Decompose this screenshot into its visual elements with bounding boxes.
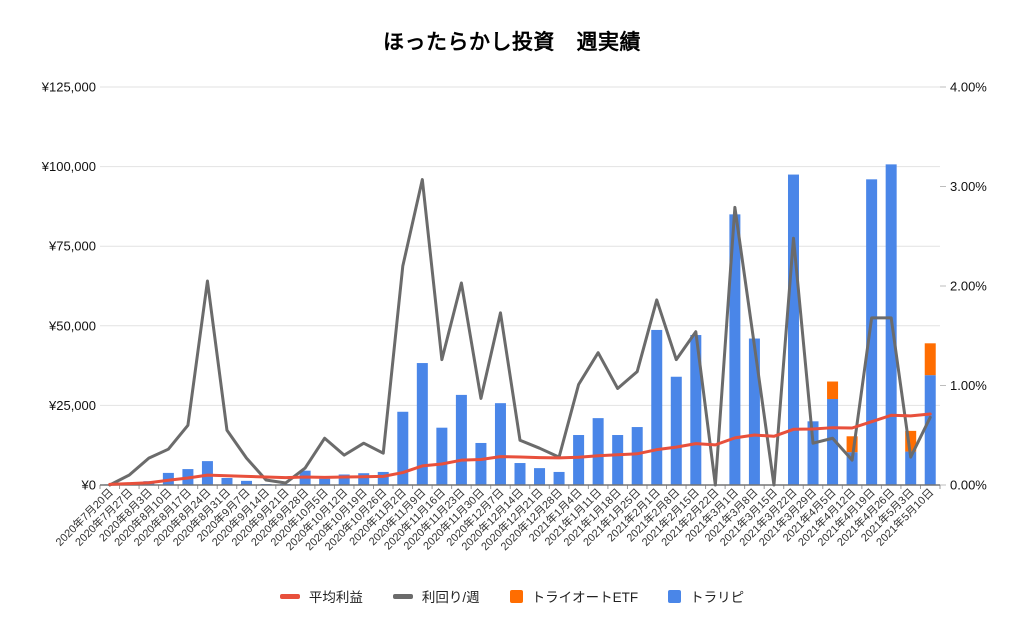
bar-traripi	[827, 399, 839, 485]
bar-traripi	[494, 403, 506, 485]
chart-legend: 平均利益 利回り/週 トライオートETF トラリピ	[0, 586, 1024, 606]
bar-traripi	[846, 452, 858, 485]
bar-traripi	[612, 435, 624, 485]
bar-traripi	[241, 480, 253, 485]
bar-traripi	[514, 463, 526, 485]
y-axis-left-tick-label: ¥50,000	[48, 318, 96, 333]
bar-traripi	[924, 375, 936, 485]
bar-traripi	[534, 468, 546, 485]
bar-traripi	[201, 461, 213, 485]
bar-traripi	[807, 421, 819, 485]
bar-traripi	[905, 451, 917, 485]
bar-traripi	[436, 427, 448, 485]
legend-label-triauto-etf: トライオートETF	[531, 590, 639, 605]
legend-item-traripi: トラリピ	[668, 586, 744, 606]
y-axis-right-tick-label: 4.00%	[950, 80, 987, 95]
bar-traripi	[573, 435, 585, 485]
legend-label-avg-profit: 平均利益	[308, 590, 363, 605]
y-axis-left-tick-label: ¥100,000	[41, 159, 96, 174]
bar-traripi	[670, 376, 682, 485]
bar-traripi	[651, 329, 663, 485]
bar-traripi	[592, 418, 604, 485]
bar-traripi	[553, 471, 565, 485]
bar-traripi	[748, 338, 760, 485]
y-axis-right-tick-label: 0.00%	[950, 478, 987, 493]
legend-swatch-traripi	[668, 589, 682, 603]
legend-label-weekly-yield: 利回り/週	[421, 590, 480, 605]
line-avg-profit	[108, 412, 932, 486]
bar-traripi	[690, 335, 702, 485]
bar-traripi	[358, 473, 370, 485]
bar-traripi	[475, 442, 487, 485]
y-axis-left-tick-label: ¥25,000	[48, 398, 96, 413]
bar-traripi	[397, 411, 409, 485]
legend-swatch-triauto-etf	[509, 589, 523, 603]
bar-traripi	[416, 363, 428, 485]
legend-swatch-avg-profit	[279, 593, 300, 599]
legend-item-avg-profit: 平均利益	[279, 586, 363, 606]
bar-traripi	[455, 394, 467, 485]
bar-triauto-etf	[905, 430, 917, 452]
bar-traripi	[319, 478, 331, 485]
bar-triauto-etf	[827, 381, 839, 400]
bar-traripi	[866, 179, 878, 485]
bar-traripi	[338, 474, 350, 485]
y-axis-left-tick-label: ¥125,000	[41, 80, 96, 95]
y-axis-right-tick-label: 3.00%	[950, 179, 987, 194]
legend-swatch-weekly-yield	[392, 593, 413, 599]
bar-triauto-etf	[846, 436, 858, 453]
y-axis-right-tick-label: 1.00%	[950, 378, 987, 393]
y-axis-left-tick-label: ¥75,000	[48, 239, 96, 254]
bar-traripi	[787, 174, 799, 485]
bar-traripi	[221, 477, 233, 485]
y-axis-right-tick-label: 2.00%	[950, 279, 987, 294]
legend-item-weekly-yield: 利回り/週	[392, 586, 480, 606]
legend-label-traripi: トラリピ	[690, 590, 745, 605]
bar-traripi	[377, 471, 389, 485]
line-weekly-yield	[108, 178, 932, 487]
bar-traripi	[729, 214, 741, 486]
bar-triauto-etf	[924, 343, 936, 376]
chart-title: ほったらかし投資 週実績	[383, 31, 641, 54]
bar-traripi	[631, 427, 643, 485]
legend-item-triauto-etf: トライオートETF	[509, 586, 639, 606]
y-axis-left-tick-label: ¥0	[81, 478, 96, 493]
